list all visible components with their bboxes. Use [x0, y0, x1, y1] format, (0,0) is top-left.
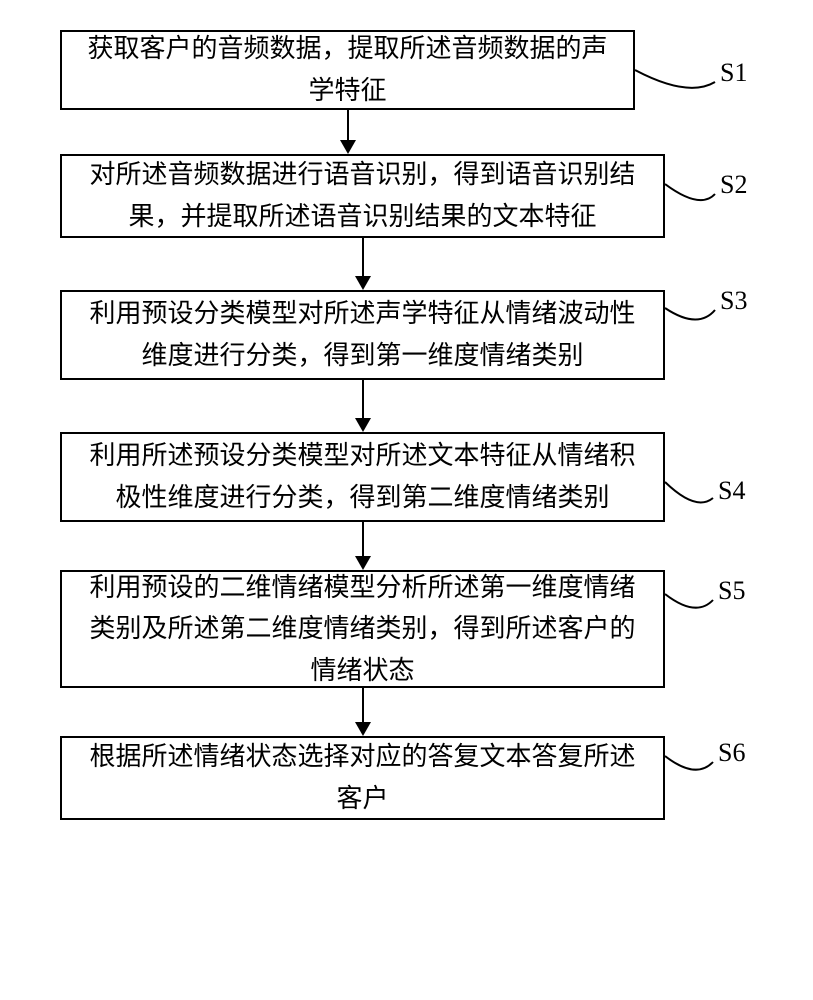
step-row-6: 根据所述情绪状态选择对应的答复文本答复所述客户S6 [60, 736, 665, 820]
arrow-head-icon [355, 722, 371, 736]
step-box-3: 利用预设分类模型对所述声学特征从情绪波动性维度进行分类，得到第一维度情绪类别 [60, 290, 665, 380]
step-text-4: 利用所述预设分类模型对所述文本特征从情绪积极性维度进行分类，得到第二维度情绪类别 [82, 435, 643, 518]
step-label-4: S4 [718, 476, 745, 506]
step-row-3: 利用预设分类模型对所述声学特征从情绪波动性维度进行分类，得到第一维度情绪类别S3 [60, 290, 665, 380]
arrow-4 [60, 522, 665, 570]
connector-curve-2 [665, 144, 755, 268]
step-label-2: S2 [720, 170, 747, 200]
arrow-head-icon [355, 418, 371, 432]
arrow-1 [60, 110, 635, 154]
step-box-4: 利用所述预设分类模型对所述文本特征从情绪积极性维度进行分类，得到第二维度情绪类别 [60, 432, 665, 522]
arrow-5 [60, 688, 665, 736]
step-text-1: 获取客户的音频数据，提取所述音频数据的声学特征 [82, 28, 613, 111]
step-box-6: 根据所述情绪状态选择对应的答复文本答复所述客户 [60, 736, 665, 820]
arrow-head-icon [340, 140, 356, 154]
arrow-3 [60, 380, 665, 432]
step-box-2: 对所述音频数据进行语音识别，得到语音识别结果，并提取所述语音识别结果的文本特征 [60, 154, 665, 238]
arrow-2 [60, 238, 665, 290]
arrow-head-icon [355, 276, 371, 290]
step-row-5: 利用预设的二维情绪模型分析所述第一维度情绪类别及所述第二维度情绪类别，得到所述客… [60, 570, 665, 688]
step-box-5: 利用预设的二维情绪模型分析所述第一维度情绪类别及所述第二维度情绪类别，得到所述客… [60, 570, 665, 688]
step-text-3: 利用预设分类模型对所述声学特征从情绪波动性维度进行分类，得到第一维度情绪类别 [82, 293, 643, 376]
step-text-6: 根据所述情绪状态选择对应的答复文本答复所述客户 [82, 736, 643, 819]
step-row-1: 获取客户的音频数据，提取所述音频数据的声学特征S1 [60, 30, 635, 110]
step-label-6: S6 [718, 738, 745, 768]
step-row-4: 利用所述预设分类模型对所述文本特征从情绪积极性维度进行分类，得到第二维度情绪类别… [60, 432, 665, 522]
step-label-1: S1 [720, 58, 747, 88]
step-text-2: 对所述音频数据进行语音识别，得到语音识别结果，并提取所述语音识别结果的文本特征 [82, 154, 643, 237]
step-label-5: S5 [718, 576, 745, 606]
step-box-1: 获取客户的音频数据，提取所述音频数据的声学特征 [60, 30, 635, 110]
connector-curve-1 [635, 20, 725, 140]
step-label-3: S3 [720, 286, 747, 316]
step-row-2: 对所述音频数据进行语音识别，得到语音识别结果，并提取所述语音识别结果的文本特征S… [60, 154, 665, 238]
flowchart-container: 获取客户的音频数据，提取所述音频数据的声学特征S1对所述音频数据进行语音识别，得… [60, 30, 753, 820]
step-text-5: 利用预设的二维情绪模型分析所述第一维度情绪类别及所述第二维度情绪类别，得到所述客… [82, 567, 643, 692]
